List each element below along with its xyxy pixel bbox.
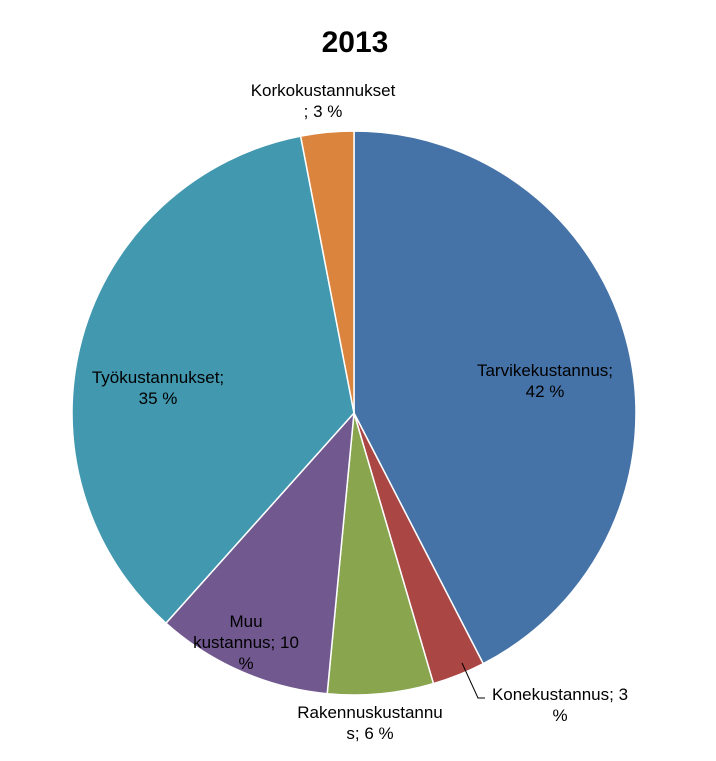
data-label-tarvikekustannus: Tarvikekustannus; 42 % bbox=[477, 361, 613, 401]
data-label-korkokustannukset: Korkokustannukset; 3 % bbox=[251, 81, 396, 121]
pie-slice-työkustannukset bbox=[71, 135, 355, 625]
pie-slice-korkokustannukset bbox=[299, 130, 355, 414]
chart-title: 2013 bbox=[322, 26, 389, 59]
data-label-työkustannukset: Työkustannukset; 35 % bbox=[92, 368, 224, 408]
pie-slice-tarvikekustannus bbox=[353, 130, 637, 665]
leader-lines bbox=[461, 662, 485, 699]
data-label-muu kustannus: Muu kustannus; 10% bbox=[193, 612, 299, 673]
slice-labels: Tarvikekustannus; 42 % Konekustannus; 3 % Ra… bbox=[92, 81, 628, 743]
pie-slice-muu kustannus bbox=[164, 410, 355, 695]
data-label-rakennuskustannus: Rakennuskustannu s; 6 % bbox=[297, 703, 443, 743]
data-label-konekustannus: Konekustannus; 3% bbox=[492, 685, 628, 725]
leader-line-konekustannus bbox=[461, 662, 485, 699]
pie-slices bbox=[71, 130, 637, 696]
